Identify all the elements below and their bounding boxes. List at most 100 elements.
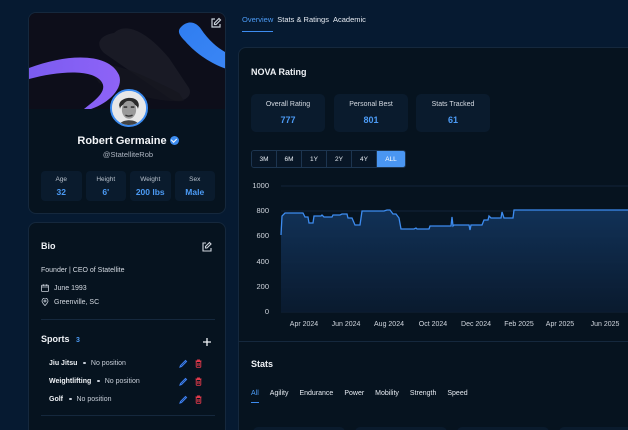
tab-stats-ratings[interactable]: Stats & Ratings [277, 15, 329, 24]
verified-badge-icon [169, 135, 179, 145]
y-tick-label: 0 [264, 307, 269, 316]
range-2y-button[interactable]: 2Y [327, 151, 352, 167]
delete-sport-trash-icon[interactable] [194, 395, 203, 404]
edit-sport-pencil-icon[interactable] [179, 359, 188, 368]
filter-strength[interactable]: Strength [409, 390, 437, 397]
x-tick-label: Jun 2024 [331, 321, 361, 328]
stats-filter-tabs: All Agility Endurance Power Mobility Str… [251, 390, 468, 403]
range-1y-button[interactable]: 1Y [302, 151, 327, 167]
sports-title-row: Sports 3 [41, 334, 80, 344]
filter-endurance[interactable]: Endurance [299, 390, 334, 397]
y-tick-label: 400 [256, 257, 269, 266]
sport-position: No position [90, 359, 126, 367]
birth-date-row: June 1993 [41, 284, 87, 292]
bio-title: Bio [41, 241, 56, 251]
x-tick-label: Jun 2025 [590, 321, 620, 328]
section-divider [239, 341, 628, 342]
x-tick-label: Aug 2024 [374, 321, 404, 328]
attribute-label: Age [55, 176, 68, 183]
rating-label: Personal Best [349, 101, 393, 108]
profile-name: Robert Germaine [77, 135, 167, 147]
separator-dot [69, 397, 72, 401]
profile-handle: @StatelliteRob [102, 150, 154, 159]
sports-title: Sports [41, 334, 70, 344]
nova-rating-chart: 1000 800 600 400 200 0 Apr 2 [239, 176, 628, 336]
tab-academic[interactable]: Academic [332, 15, 366, 24]
chart-plot-area [280, 185, 628, 313]
attribute-value: 6' [102, 187, 110, 197]
sport-name: Jiu Jitsu [49, 359, 78, 367]
birth-date: June 1993 [54, 284, 87, 292]
stats-tracked-box: Stats Tracked 61 [416, 94, 490, 132]
separator-dot [83, 361, 86, 365]
range-all-button[interactable]: ALL [377, 151, 405, 167]
delete-sport-trash-icon[interactable] [194, 377, 203, 386]
sport-item: Golf No position [49, 393, 215, 405]
x-tick-label: Dec 2024 [461, 321, 491, 328]
y-tick-label: 800 [256, 206, 269, 215]
delete-sport-trash-icon[interactable] [194, 359, 203, 368]
calendar-icon [41, 284, 49, 292]
filter-mobility[interactable]: Mobility [375, 390, 399, 397]
sport-name: Weightlifting [49, 377, 92, 385]
rating-area [281, 210, 628, 312]
profile-attributes: Age 32 Height 6' Weight 200 lbs Sex Male [41, 171, 215, 201]
attribute-sex: Sex Male [174, 171, 215, 201]
nova-rating-card: NOVA Rating Overall Rating 777 Personal … [238, 47, 628, 430]
add-sport-icon[interactable] [201, 335, 213, 347]
sport-position: No position [104, 377, 140, 385]
attribute-weight: Weight 200 lbs [130, 171, 171, 201]
profile-name-row: Robert Germaine [29, 135, 225, 147]
stat-card[interactable] [559, 427, 628, 430]
filter-agility[interactable]: Agility [269, 390, 289, 397]
bio-text: Founder | CEO of Statellite [41, 267, 125, 274]
sport-item: Weightlifting No position [49, 375, 215, 387]
stat-card[interactable] [355, 427, 447, 430]
range-4y-button[interactable]: 4Y [352, 151, 377, 167]
personal-best-box: Personal Best 801 [334, 94, 408, 132]
y-tick-label: 1000 [252, 181, 269, 190]
attribute-label: Height [96, 176, 116, 183]
range-6m-button[interactable]: 6M [277, 151, 302, 167]
location-pin-icon [41, 298, 49, 306]
attribute-height: Height 6' [85, 171, 126, 201]
stat-card[interactable] [457, 427, 549, 430]
edit-bio-icon[interactable] [201, 240, 213, 252]
profile-card: Robert Germaine @StatelliteRob Age 32 He… [28, 12, 226, 214]
x-tick-label: Feb 2025 [504, 321, 534, 328]
attribute-value: 32 [56, 187, 66, 197]
sports-count: 3 [76, 337, 80, 344]
sport-name: Golf [49, 395, 63, 403]
nova-rating-title: NOVA Rating [251, 67, 307, 77]
filter-all[interactable]: All [251, 390, 259, 403]
x-tick-label: Apr 2025 [545, 321, 575, 328]
range-3m-button[interactable]: 3M [252, 151, 277, 167]
separator-dot [97, 379, 100, 383]
time-range-selector: 3M 6M 1Y 2Y 4Y ALL [251, 150, 406, 168]
filter-speed[interactable]: Speed [447, 390, 468, 397]
stats-title: Stats [251, 359, 274, 369]
tab-overview[interactable]: Overview [242, 15, 274, 32]
y-tick-label: 600 [256, 231, 269, 240]
attribute-label: Weight [140, 176, 161, 183]
rating-label: Stats Tracked [431, 101, 475, 108]
location: Greenville, SC [54, 298, 100, 306]
y-tick-label: 200 [256, 282, 269, 291]
edit-banner-icon[interactable] [209, 16, 223, 30]
edit-sport-pencil-icon[interactable] [179, 395, 188, 404]
x-tick-label: Oct 2024 [418, 321, 448, 328]
attribute-age: Age 32 [41, 171, 82, 201]
stat-card[interactable] [253, 427, 345, 430]
bio-card: Bio Founder | CEO of Statellite June 199… [28, 222, 226, 430]
sport-item: Jiu Jitsu No position [49, 357, 215, 369]
rating-line [280, 209, 628, 236]
divider [41, 415, 215, 416]
filter-power[interactable]: Power [344, 390, 365, 397]
location-row: Greenville, SC [41, 298, 99, 306]
attribute-value: 200 lbs [135, 187, 165, 197]
edit-sport-pencil-icon[interactable] [179, 377, 188, 386]
avatar[interactable] [110, 89, 148, 127]
rating-value: 777 [280, 115, 296, 125]
sport-position: No position [76, 395, 112, 403]
x-tick-label: Apr 2024 [289, 321, 319, 328]
